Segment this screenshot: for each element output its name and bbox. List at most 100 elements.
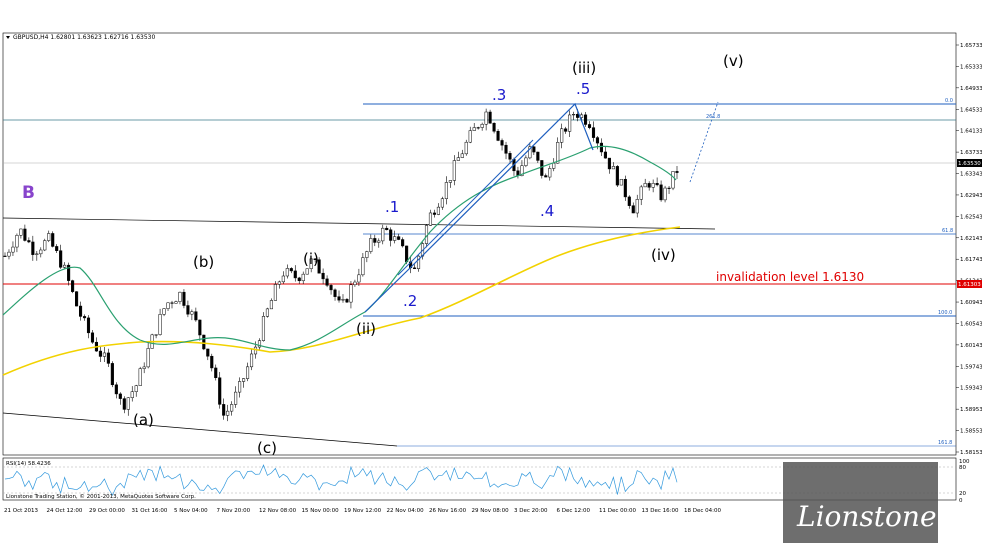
candle-body — [444, 182, 448, 199]
candle-body — [520, 165, 524, 176]
x-tick-label: 29 Nov 08:00 — [472, 508, 510, 514]
candle-body — [15, 235, 19, 248]
candle-body — [524, 157, 528, 166]
candle-body — [405, 245, 409, 263]
candle-body — [500, 140, 504, 146]
candle-body — [19, 228, 23, 236]
candle-body — [190, 311, 194, 315]
candle-body — [269, 300, 273, 310]
candle-body — [361, 257, 365, 276]
x-axis-ticks: 21 Oct 2013 24 Oct 12:00 29 Oct 00:00 31 Oc… — [4, 508, 721, 514]
candle-body — [321, 272, 325, 280]
candle-body — [309, 258, 313, 269]
x-tick-label: 31 Oct 16:00 — [132, 508, 168, 514]
x-tick-label: 7 Nov 20:00 — [217, 508, 251, 514]
x-tick-label: 11 Dec 00:00 — [599, 508, 636, 514]
candle-body — [651, 183, 655, 188]
candle-body — [317, 259, 321, 274]
candle-body — [27, 240, 31, 243]
x-tick-label: 26 Nov 16:00 — [429, 508, 467, 514]
main-panel — [2, 32, 957, 456]
y-tick-label: 1.63733 — [960, 150, 982, 156]
candle-body — [246, 366, 250, 379]
candle-body — [643, 183, 647, 188]
candle-body — [261, 316, 266, 341]
candle-body — [178, 291, 182, 302]
candle-body — [659, 184, 663, 201]
candle-body — [468, 130, 472, 143]
candle-body — [373, 238, 377, 243]
candle-body — [86, 317, 91, 334]
candle-body — [170, 302, 174, 304]
candle-body — [504, 144, 508, 154]
y-tick-label: 1.62543 — [960, 214, 982, 220]
candle-body — [222, 404, 226, 416]
subwave-1-label: .1 — [385, 198, 399, 216]
candle-body — [556, 142, 560, 164]
candle-body — [603, 151, 607, 159]
wave-iii-label: (iii) — [572, 59, 596, 77]
candle-body — [194, 311, 198, 321]
fib-label-100: 100.0 — [938, 310, 952, 316]
candle-body — [98, 350, 102, 357]
fib-label-61: 61.8 — [942, 228, 953, 234]
x-tick-label: 15 Nov 00:00 — [302, 508, 340, 514]
candle-body — [142, 366, 146, 369]
candle-body — [492, 122, 496, 132]
candle-body — [397, 236, 401, 240]
candle-body — [198, 319, 202, 336]
subwave-5-label: .5 — [576, 80, 590, 98]
copyright-text: Lionstone Trading Station, © 2001-2013, … — [6, 493, 196, 500]
candle-body — [186, 305, 190, 315]
x-tick-label: 18 Dec 04:00 — [684, 508, 721, 514]
candle-body — [480, 123, 484, 128]
candle-body — [448, 180, 452, 183]
x-tick-label: 6 Dec 12:00 — [557, 508, 591, 514]
y-tick-label: 1.58153 — [960, 450, 982, 456]
candle-body — [230, 404, 234, 412]
rsi-tick-0: 0 — [959, 498, 963, 504]
wave-c-label: (c) — [257, 439, 277, 457]
candle-body — [655, 183, 659, 186]
invalidation-text: invalidation level 1.6130 — [716, 270, 864, 284]
candle-body — [174, 301, 178, 304]
channel-upper-line — [2, 217, 716, 230]
rsi-tick-100: 100 — [959, 459, 970, 465]
y-tick-label: 1.58553 — [960, 429, 982, 435]
candle-body — [583, 114, 588, 125]
candle-body — [154, 334, 158, 336]
candle-body — [568, 114, 572, 132]
candle-body — [349, 284, 353, 303]
candle-body — [118, 393, 122, 399]
wave-b-label: (b) — [193, 253, 214, 271]
candle-body — [552, 162, 556, 169]
candle-body — [31, 241, 35, 255]
y-tick-label: 1.65733 — [960, 43, 982, 49]
y-tick-label: 1.62143 — [960, 236, 982, 242]
rsi-label: RSI(14) 58.4236 — [6, 461, 51, 467]
wave-trendline — [364, 102, 594, 313]
x-tick-label: 24 Oct 12:00 — [47, 508, 83, 514]
candle-body — [615, 166, 619, 186]
candle-body — [460, 153, 464, 158]
candle-body — [281, 275, 285, 283]
fib-label-161: 161.8 — [938, 440, 952, 446]
candle-body — [548, 168, 552, 178]
candle-body — [102, 352, 106, 357]
candle-body — [289, 268, 293, 272]
candle-body — [214, 367, 218, 378]
candle-body — [273, 284, 277, 301]
candle-body — [35, 253, 39, 255]
candle-body — [413, 267, 417, 269]
candle-body — [564, 128, 568, 132]
ma-slow-line — [2, 226, 681, 376]
candle-body — [114, 384, 118, 395]
candle-body — [110, 363, 114, 386]
subwave-4-label: .4 — [540, 202, 554, 220]
candle-body — [297, 277, 301, 282]
candle-body — [166, 302, 170, 309]
candle-body — [249, 353, 254, 368]
candle-body — [162, 308, 166, 315]
candle-body — [456, 157, 460, 161]
candle-body — [484, 111, 488, 125]
